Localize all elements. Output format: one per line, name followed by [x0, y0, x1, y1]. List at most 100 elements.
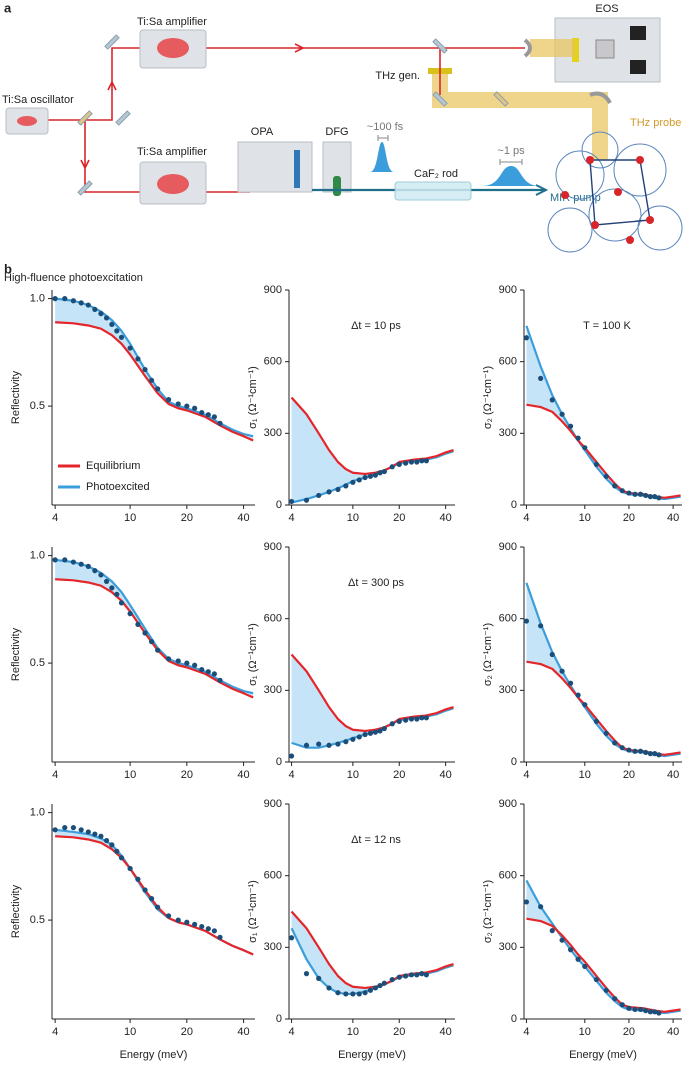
- data-point: [211, 671, 217, 677]
- chart: 0 300 600 900 4 10 20 40 σ₂ (Ω⁻¹cm⁻¹) T = 100 K: [482, 284, 682, 524]
- x-tick-label: 10: [579, 769, 591, 781]
- parabolic-mirror: [589, 91, 612, 105]
- data-point: [103, 315, 110, 321]
- data-point: [62, 296, 68, 302]
- x-tick-label: 20: [623, 769, 635, 781]
- x-tick-label: 4: [52, 512, 58, 524]
- data-point: [155, 904, 161, 910]
- data-point: [52, 827, 58, 833]
- mirror: [77, 180, 93, 196]
- y-tick-label: 300: [499, 427, 517, 439]
- data-point: [381, 468, 387, 475]
- data-point: [538, 623, 544, 629]
- y-tick-label: 0.5: [30, 400, 45, 412]
- chart: 0 300 600 900 4 10 20 40 σ₂ (Ω⁻¹cm⁻¹) Energy (meV…: [482, 798, 682, 1061]
- legend-label: Photoexcited: [86, 481, 150, 493]
- dfg-crystal: [333, 176, 341, 196]
- x-tick-label: 20: [623, 1026, 635, 1038]
- pulse: [482, 166, 540, 186]
- y-tick-label: 0: [276, 756, 282, 768]
- y-tick-label: 600: [264, 613, 282, 625]
- area-between: [291, 911, 454, 994]
- data-point: [362, 990, 368, 996]
- eos-label: EOS: [595, 3, 618, 15]
- data-point: [155, 386, 161, 392]
- data-point: [350, 991, 356, 997]
- legend-label: Equilibrium: [86, 460, 140, 472]
- data-point: [567, 423, 574, 429]
- data-point: [603, 473, 609, 479]
- y-axis-label: σ₁ (Ω⁻¹cm⁻¹): [247, 880, 259, 943]
- data-point: [109, 842, 115, 848]
- dfg-label: DFG: [325, 126, 348, 138]
- y-tick-label: 300: [264, 684, 282, 696]
- data-point: [549, 928, 555, 934]
- data-point: [523, 335, 530, 341]
- series-line: [525, 879, 681, 1015]
- chart: 0 300 600 900 4 10 20 40 σ₂ (Ω⁻¹cm⁻¹): [482, 541, 682, 781]
- data-point: [523, 618, 530, 624]
- data-point: [656, 1010, 662, 1016]
- data-point: [118, 334, 125, 340]
- data-point: [175, 401, 181, 407]
- x-tick-label: 4: [523, 1026, 529, 1038]
- data-point: [326, 489, 332, 495]
- data-point: [135, 876, 141, 882]
- y-tick-label: 0.5: [30, 914, 45, 926]
- x-tick-label: 10: [347, 769, 359, 781]
- data-point: [165, 913, 172, 919]
- data-point: [381, 980, 387, 986]
- data-point: [98, 311, 104, 317]
- data-point: [356, 477, 362, 483]
- data-point: [109, 321, 115, 327]
- data-point: [85, 302, 91, 308]
- data-point: [362, 731, 368, 738]
- data-point: [559, 937, 565, 943]
- area-between: [291, 654, 454, 748]
- data-point: [343, 483, 349, 489]
- data-point: [103, 837, 110, 844]
- data-point: [109, 585, 115, 591]
- data-point: [85, 563, 91, 569]
- x-tick-label: 40: [237, 769, 249, 781]
- mirror: [432, 91, 448, 107]
- atoms: [561, 156, 654, 244]
- data-point: [367, 987, 374, 993]
- data-point: [559, 668, 565, 674]
- chart: 0 300 600 900 4 10 20 40 σ₁ (Ω⁻¹cm⁻¹) Δt = 10 ps: [247, 284, 455, 524]
- data-point: [326, 742, 332, 748]
- data-point: [372, 985, 378, 991]
- series-line: [55, 835, 254, 956]
- y-axis-label: Reflectivity: [10, 370, 22, 424]
- x-tick-label: 40: [237, 512, 249, 524]
- data-point: [192, 921, 198, 928]
- data-point: [142, 630, 148, 636]
- amplifier-label: Ti:Sa amplifier: [137, 146, 207, 158]
- x-tick-label: 10: [124, 512, 136, 524]
- y-tick-label: 600: [264, 356, 282, 368]
- data-point: [127, 345, 133, 351]
- data-point: [217, 677, 223, 683]
- data-point: [643, 1008, 649, 1014]
- data-point: [582, 963, 588, 970]
- y-tick-label: 0.5: [30, 657, 45, 669]
- area-between: [55, 829, 254, 955]
- data-point: [423, 972, 429, 978]
- data-point: [335, 990, 341, 996]
- beam-splitter: [77, 110, 93, 126]
- mirror: [493, 91, 509, 107]
- x-tick-label: 4: [523, 769, 529, 781]
- data-point: [626, 747, 632, 753]
- data-point: [184, 660, 190, 666]
- data-point: [377, 470, 383, 476]
- data-point: [175, 917, 181, 923]
- data-point: [148, 896, 155, 902]
- data-point: [98, 572, 104, 578]
- y-tick-label: 300: [264, 427, 282, 439]
- data-point: [408, 459, 415, 465]
- series-line: [55, 321, 254, 442]
- oscillator-label: Ti:Sa oscillator: [2, 94, 74, 106]
- data-point: [70, 825, 76, 831]
- data-point: [632, 491, 638, 497]
